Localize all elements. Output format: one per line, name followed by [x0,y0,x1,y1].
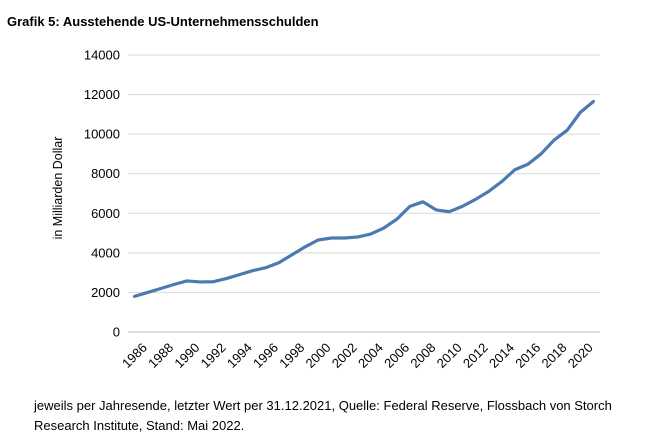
x-tick-label: 2020 [565,340,596,371]
y-tick-label: 8000 [91,166,120,181]
x-tick-label: 2010 [434,340,465,371]
y-tick-label: 4000 [91,245,120,260]
x-tick-label: 2006 [381,340,412,371]
x-tick-label: 2004 [355,340,386,371]
footnote: jeweils per Jahresende, letzter Wert per… [34,398,612,433]
series-line [132,99,596,298]
x-tick-label: 1988 [145,340,176,371]
chart-title: Grafik 5: Ausstehende US-Unternehmenssch… [7,14,319,29]
x-tick-label: 1986 [119,340,150,371]
series-group [132,99,596,298]
x-tick-label: 1998 [276,340,307,371]
y-tick-label: 10000 [84,127,120,142]
y-tick-label: 2000 [91,285,120,300]
grid-lines [128,54,600,333]
x-tick-label: 1996 [250,340,281,371]
x-tick-label: 2018 [539,340,570,371]
x-tick-label: 2012 [460,340,491,371]
x-tick-label: 2016 [512,340,543,371]
x-tick-label: 1992 [198,340,229,371]
line-chart: 0 2000 4000 6000 8000 10000 12000 14000 1986198… [84,48,600,371]
y-axis-ticks: 0 2000 4000 6000 8000 10000 12000 14000 [84,48,120,340]
y-tick-label: 0 [113,325,120,340]
x-tick-label: 2014 [486,340,517,371]
y-tick-label: 6000 [91,206,120,221]
y-tick-label: 12000 [84,87,120,102]
x-tick-label: 2002 [329,340,360,371]
x-axis-ticks: 1986198819901992199419961998200020022004… [119,340,596,371]
x-tick-label: 1990 [171,340,202,371]
x-tick-label: 2000 [303,340,334,371]
x-tick-label: 2008 [407,340,438,371]
x-tick-label: 1994 [224,340,255,371]
y-tick-label: 14000 [84,48,120,63]
